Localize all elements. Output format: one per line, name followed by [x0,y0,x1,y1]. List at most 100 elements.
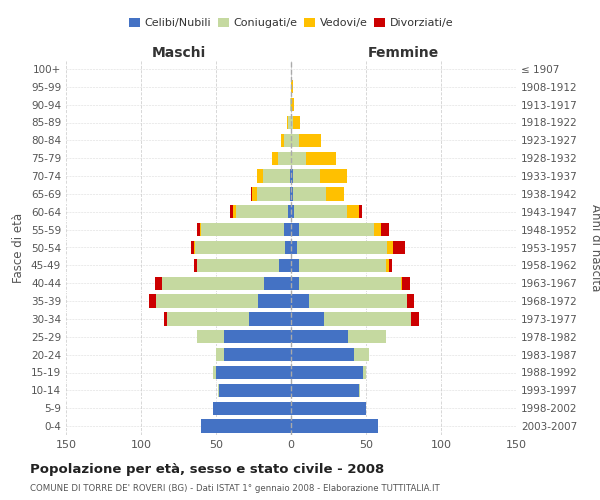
Bar [218,384,219,397]
Bar [257,187,290,200]
Bar [387,241,393,254]
Bar [386,258,389,272]
Bar [299,223,373,236]
Bar [402,276,409,290]
Bar [284,223,291,236]
Bar [348,330,386,344]
Bar [325,187,343,200]
Bar [299,276,401,290]
Text: Maschi: Maschi [151,46,206,60]
Bar [279,258,291,272]
Bar [201,223,284,236]
Bar [293,187,325,200]
Bar [291,116,293,129]
Bar [281,134,284,147]
Bar [324,312,411,326]
Bar [291,348,354,362]
Text: Femmine: Femmine [368,46,439,60]
Bar [393,241,405,254]
Bar [219,384,291,397]
Bar [291,205,294,218]
Bar [290,170,291,183]
Bar [401,276,402,290]
Bar [149,294,156,308]
Bar [249,312,291,326]
Bar [277,152,291,165]
Bar [197,258,279,272]
Bar [252,187,257,200]
Bar [229,205,233,218]
Y-axis label: Anni di nascita: Anni di nascita [589,204,600,291]
Bar [291,420,378,433]
Bar [213,402,291,415]
Bar [271,152,277,165]
Bar [291,384,359,397]
Bar [284,134,291,147]
Bar [285,241,291,254]
Bar [291,402,366,415]
Bar [264,276,291,290]
Bar [223,348,291,362]
Bar [216,348,223,362]
Bar [299,134,321,147]
Bar [257,170,263,183]
Bar [294,205,347,218]
Bar [359,205,361,218]
Bar [216,366,291,379]
Bar [167,312,249,326]
Bar [291,187,293,200]
Bar [201,420,291,433]
Bar [251,187,252,200]
Bar [291,330,348,344]
Bar [287,116,288,129]
Text: COMUNE DI TORRE DE' ROVERI (BG) - Dati ISTAT 1° gennaio 2008 - Elaborazione TUTT: COMUNE DI TORRE DE' ROVERI (BG) - Dati I… [30,484,440,493]
Bar [291,80,293,94]
Bar [156,294,258,308]
Bar [197,223,199,236]
Bar [411,312,419,326]
Bar [291,312,324,326]
Bar [291,170,293,183]
Bar [291,152,306,165]
Bar [291,223,299,236]
Bar [347,205,359,218]
Bar [291,276,299,290]
Bar [291,134,299,147]
Bar [290,98,291,112]
Bar [223,330,291,344]
Bar [288,116,291,129]
Bar [297,241,387,254]
Bar [373,223,381,236]
Bar [197,330,223,344]
Bar [363,366,366,379]
Bar [291,366,363,379]
Bar [309,294,407,308]
Bar [389,258,392,272]
Bar [407,294,414,308]
Bar [291,258,299,272]
Bar [291,98,294,112]
Bar [235,205,288,218]
Bar [193,241,195,254]
Bar [258,294,291,308]
Bar [155,276,162,290]
Bar [293,170,320,183]
Bar [199,223,201,236]
Bar [163,312,167,326]
Bar [213,366,216,379]
Bar [306,152,336,165]
Bar [381,223,389,236]
Bar [359,384,360,397]
Bar [263,170,290,183]
Bar [162,276,264,290]
Bar [233,205,235,218]
Bar [193,258,197,272]
Bar [293,116,300,129]
Legend: Celibi/Nubili, Coniugati/e, Vedovi/e, Divorziati/e: Celibi/Nubili, Coniugati/e, Vedovi/e, Di… [124,13,458,32]
Bar [288,205,291,218]
Bar [290,187,291,200]
Bar [291,241,297,254]
Bar [191,241,193,254]
Bar [320,170,347,183]
Bar [291,294,309,308]
